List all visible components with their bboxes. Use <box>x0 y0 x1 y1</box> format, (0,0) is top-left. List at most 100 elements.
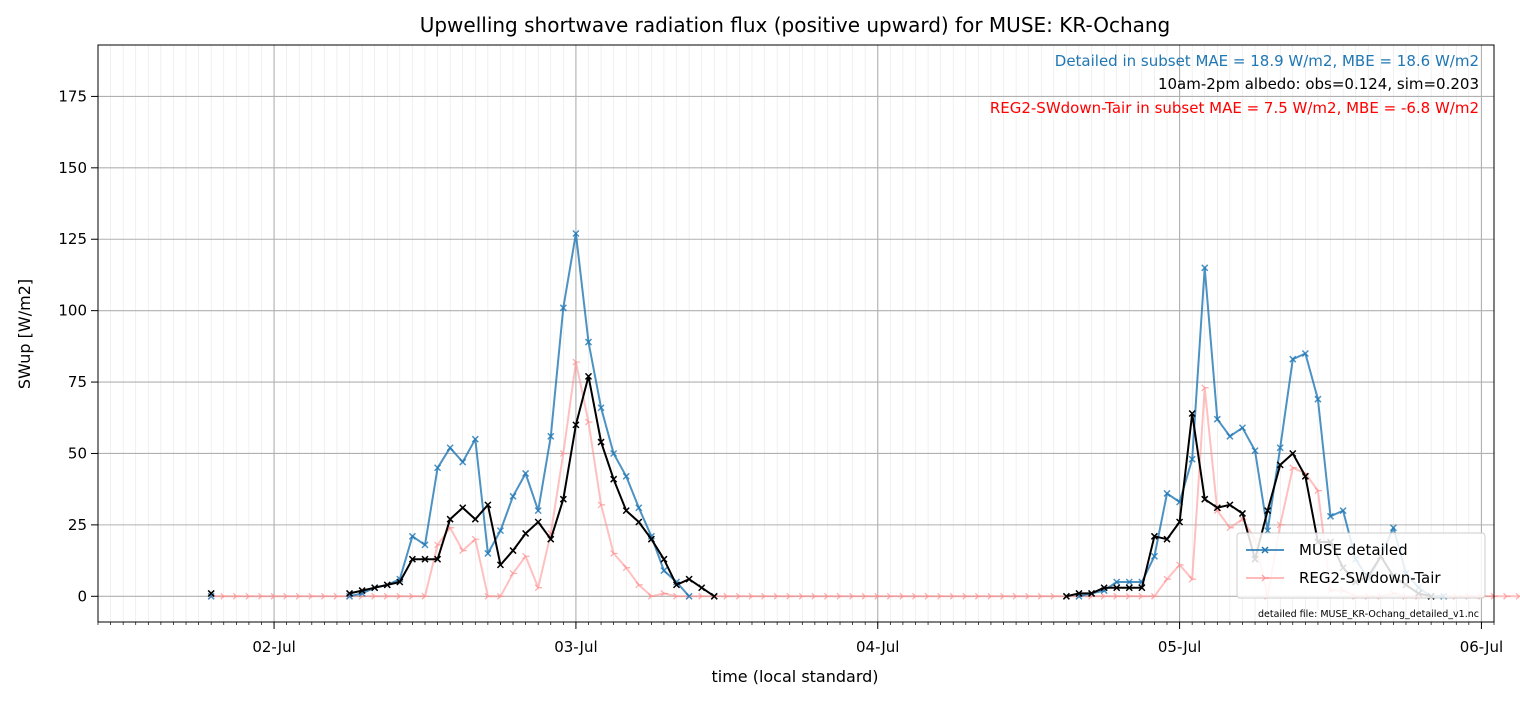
series-reg2-swdown-tair-point <box>874 592 882 600</box>
series-reg2-swdown-tair-point <box>245 592 253 600</box>
y-tick-label: 25 <box>68 516 87 534</box>
series-reg2-swdown-tair-point <box>497 592 505 600</box>
series-reg2-swdown-tair-point <box>610 550 618 557</box>
series-observed-point <box>1176 518 1184 526</box>
series-reg2-swdown-tair-point <box>899 592 907 600</box>
series-reg2-swdown-tair-point <box>1012 592 1021 600</box>
series-reg2-swdown-tair-point <box>912 592 920 600</box>
series-reg2-swdown-tair-point <box>597 501 606 509</box>
series-muse-detailed-point <box>1289 355 1297 363</box>
series-muse-detailed-point <box>346 592 354 600</box>
series-observed-point <box>1213 504 1221 512</box>
series-reg2-swdown-tair-point <box>522 552 530 560</box>
y-axis-label: SWup [W/m2] <box>15 279 34 389</box>
plot-background <box>98 45 1494 622</box>
series-observed-point <box>1289 449 1297 458</box>
series-observed-point <box>421 555 429 563</box>
series-muse-detailed-point <box>207 592 215 600</box>
series-reg2-swdown-tair-point <box>459 547 467 555</box>
series-reg2-swdown-tair-point <box>962 592 970 600</box>
series-reg2-swdown-tair-point <box>509 570 518 577</box>
series-reg2-swdown-tair-point <box>761 592 769 600</box>
series-muse-detailed-point <box>685 592 693 600</box>
series-observed-point <box>685 575 693 583</box>
series-observed-point <box>622 507 630 515</box>
series-observed-point <box>1264 507 1272 515</box>
series-muse-detailed-point <box>1201 264 1209 272</box>
series-muse-detailed-point <box>1251 447 1259 455</box>
series-reg2-swdown-tair-point <box>295 592 304 600</box>
series-muse-detailed-point <box>1125 578 1133 586</box>
series-observed-point <box>660 555 668 563</box>
series-muse-detailed-point <box>509 492 517 500</box>
series-reg2-swdown-tair-point <box>383 592 392 600</box>
series-reg2-swdown-tair-point <box>924 592 933 600</box>
y-tick-label: 175 <box>58 87 87 105</box>
series-reg2-swdown-tair-point <box>1201 384 1209 392</box>
x-tick-label: 06-Jul <box>1460 638 1503 656</box>
series-reg2-swdown-tair-point <box>660 590 668 597</box>
series-observed-point <box>522 529 530 537</box>
series-observed-point <box>1150 532 1158 540</box>
series-muse-detailed-point <box>522 469 530 477</box>
series-muse-detailed-point <box>421 541 429 549</box>
series-reg2-swdown-tair-point <box>371 592 379 600</box>
series-reg2-swdown-tair-point <box>471 535 480 543</box>
series-reg2-swdown-tair-point <box>1188 575 1197 583</box>
series-reg2-swdown-tair-point <box>1000 592 1008 600</box>
series-muse-detailed-point <box>584 338 593 346</box>
series-reg2-swdown-tair-point <box>949 592 958 600</box>
y-axis: 0 25 50 75 100 125 150 175 <box>58 87 98 605</box>
series-observed-point <box>1163 535 1171 543</box>
y-tick-label: 75 <box>68 373 87 391</box>
series-reg2-swdown-tair-point <box>1226 524 1234 532</box>
series-observed-point <box>534 518 542 526</box>
series-muse-detailed-point <box>484 549 492 557</box>
series-muse-detailed-point <box>1339 507 1347 515</box>
series-muse-detailed-point <box>496 527 504 535</box>
series-muse-detailed-point <box>434 464 442 472</box>
x-axis: 02-Jul 03-Jul 04-Jul 05-Jul 06-Jul <box>97 622 1503 656</box>
series-reg2-swdown-tair-point <box>1314 487 1322 495</box>
series-observed-point <box>1188 409 1196 418</box>
series-observed-point <box>1100 584 1108 592</box>
series-observed-point <box>597 438 605 446</box>
series-observed-point <box>496 561 504 569</box>
series-muse-detailed-point <box>572 229 580 238</box>
series-reg2-swdown-tair-point <box>1151 592 1159 600</box>
y-tick-label: 50 <box>68 444 87 462</box>
series-muse-detailed-point <box>622 472 630 480</box>
series-reg2-swdown-tair-line <box>211 361 1520 598</box>
series-observed-point <box>1062 592 1070 600</box>
series-reg2-swdown-tair-point <box>861 592 870 600</box>
series-reg2-swdown-tair-point <box>886 592 895 600</box>
series-reg2-swdown-tair-point <box>572 358 580 366</box>
series-observed-point <box>484 501 492 509</box>
series-muse-detailed-point <box>471 435 479 443</box>
series-observed-point <box>408 555 416 563</box>
chart-title: Upwelling shortwave radiation flux (posi… <box>420 13 1171 37</box>
series-reg2-swdown-tair-point <box>559 450 568 457</box>
series-reg2-swdown-tair-point <box>534 584 543 592</box>
series-muse-detailed-point <box>610 449 618 458</box>
legend-label-reg2: REG2-SWdown-Tair <box>1299 569 1441 587</box>
series-observed-point <box>371 584 379 592</box>
major-grid <box>98 45 1494 622</box>
series-reg2-swdown-tair-point <box>836 592 845 600</box>
series-muse-detailed-point <box>1226 432 1234 440</box>
series-reg2-swdown-tair-point <box>974 592 983 600</box>
series-observed-point <box>509 547 517 555</box>
series-reg2-swdown-tair-point <box>937 592 945 600</box>
series-reg2-swdown-tair-point <box>320 592 329 600</box>
series-observed-point <box>346 589 354 597</box>
series-muse-detailed-point <box>647 532 655 540</box>
series-reg2-swdown-tair-point <box>1037 592 1046 600</box>
series-reg2-swdown-tair-point <box>270 592 279 600</box>
annotation-reg2-stats: REG2-SWdown-Tair in subset MAE = 7.5 W/m… <box>990 99 1479 117</box>
series-observed-point <box>434 555 442 563</box>
series-reg2-swdown-tair-point <box>1125 592 1134 600</box>
series-reg2-swdown-tair-point <box>421 592 429 600</box>
series-muse-detailed-point <box>1389 524 1397 532</box>
series-reg2-swdown-tair-point <box>1289 464 1297 472</box>
series-observed-point <box>1201 495 1209 503</box>
